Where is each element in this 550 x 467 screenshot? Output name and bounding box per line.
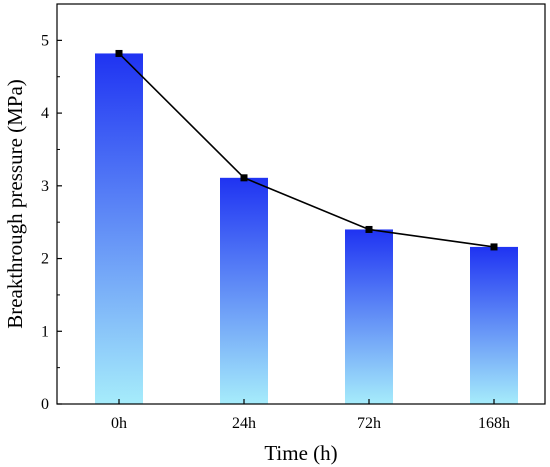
marker-24h (240, 174, 248, 182)
bar-72h (345, 229, 393, 404)
marker-168h (490, 243, 498, 251)
plot-frame (56, 3, 546, 405)
marker-72h (365, 225, 373, 233)
bar-0h (95, 53, 143, 405)
x-tick-label-0h: 0h (111, 415, 127, 432)
y-axis: 0 1 2 3 4 5 (41, 32, 62, 413)
y-tick-label-0: 0 (41, 396, 49, 413)
bar-24h (220, 177, 268, 404)
trend-line (115, 49, 498, 251)
marker-0h (115, 49, 123, 57)
y-tick-label-4: 4 (41, 105, 49, 122)
bar-168h (470, 246, 518, 404)
x-axis-title: Time (h) (264, 441, 337, 465)
bars (95, 53, 518, 405)
y-tick-label-1: 1 (41, 323, 49, 340)
x-tick-label-72h: 72h (357, 415, 381, 432)
y-tick-label-5: 5 (41, 32, 49, 49)
x-tick-label-24h: 24h (232, 415, 256, 432)
x-tick-label-168h: 168h (478, 415, 510, 432)
series-line (118, 52, 495, 248)
y-tick-label-3: 3 (41, 178, 49, 195)
y-axis-title: Breakthrough pressure (MPa) (3, 79, 27, 329)
y-tick-label-2: 2 (41, 251, 49, 268)
x-axis: 0h 24h 72h 168h (111, 399, 510, 432)
